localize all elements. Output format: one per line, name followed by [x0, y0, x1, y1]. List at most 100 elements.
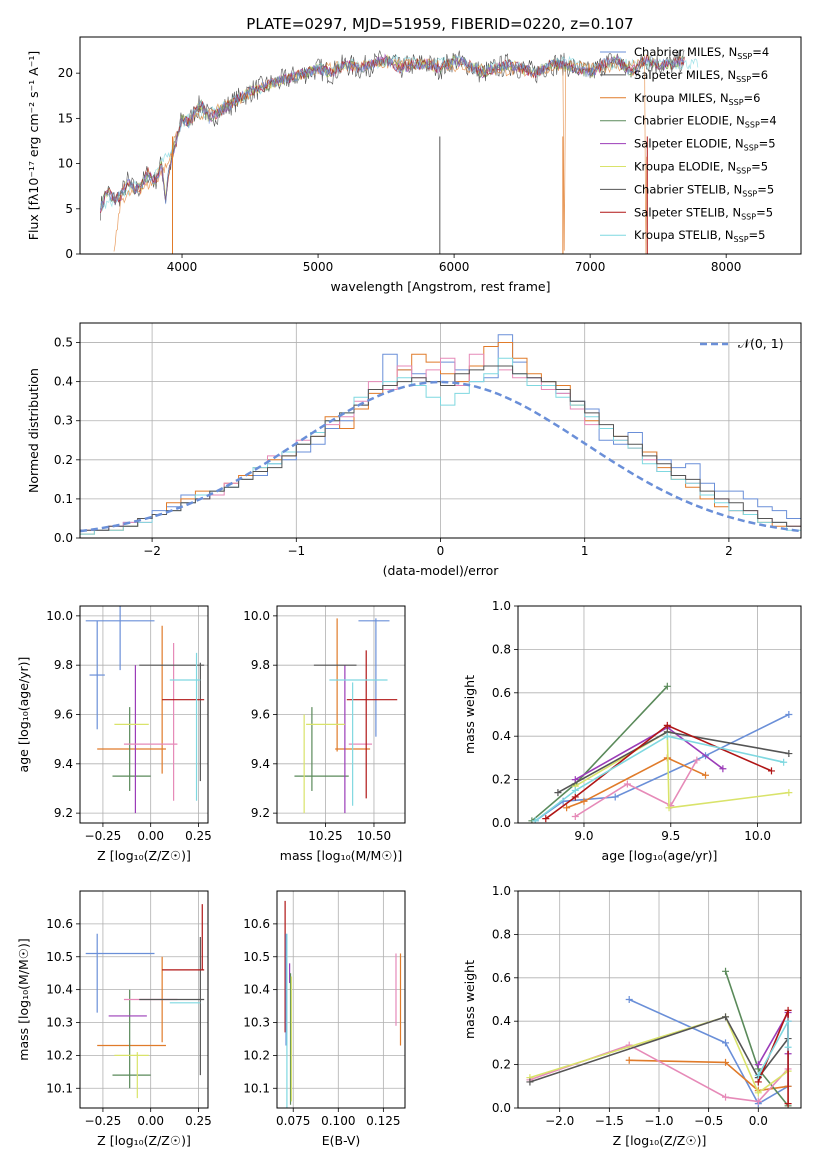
y-tick-label: 1.0 [492, 599, 511, 613]
plot-area-mass-vs-Z [85, 904, 205, 1099]
legend-label-sub: SSP [737, 52, 752, 61]
y-axis-label: mass weight [462, 960, 477, 1039]
data-point-marker [531, 817, 539, 823]
plot-area-age-vs-mass [294, 618, 398, 814]
data-point-marker [722, 1013, 730, 1021]
y-axis-label: Normed distribution [26, 368, 41, 493]
histogram-gray [80, 365, 801, 531]
y-tick-label: 0.0 [492, 1101, 511, 1115]
data-point-marker [526, 1078, 534, 1086]
legend-label: Kroupa MILES, NSSP=6 [634, 91, 760, 107]
data-point-marker [754, 1061, 762, 1069]
y-tick-label: 0.3 [54, 414, 73, 428]
x-tick-label: 0.0 [749, 1114, 768, 1128]
x-tick-label: 0.125 [366, 1114, 400, 1128]
x-tick-label: −1.0 [644, 1114, 673, 1128]
y-tick-label: 10.0 [243, 609, 270, 623]
y-tick-label: 10.3 [243, 1016, 270, 1030]
axes-frame [79, 890, 209, 1109]
data-point-marker [784, 1100, 792, 1108]
panel-weight-vs-Z: −2.0 −1.5 −1.0 −0.5 0.0 0.0 0.2 0.4 0.6 0.8 1.0 Z [… [462, 884, 802, 1148]
data-point-marker [663, 682, 671, 690]
x-tick-label: 10.0 [744, 829, 771, 843]
legend-label: Salpeter STELIB, NSSP=5 [634, 205, 773, 221]
data-point-marker [785, 750, 793, 758]
y-tick-label: 15 [58, 111, 73, 125]
x-tick-label: −1 [287, 544, 305, 558]
data-point-marker [571, 793, 579, 801]
y-tick-label: 10.5 [243, 950, 270, 964]
y-tick-label: 0.1 [54, 492, 73, 506]
data-point-marker [784, 1017, 792, 1025]
x-tick-label: −0.25 [85, 829, 122, 843]
panel-spectrum: 4000 5000 6000 7000 8000 0 5 10 15 20 wavelength [… [26, 36, 802, 294]
x-tick-label: −2 [143, 544, 161, 558]
x-axis-label: E(B-V) [322, 1133, 361, 1148]
legend-label: Chabrier MILES, NSSP=4 [634, 45, 769, 61]
legend-label-tail: =5 [759, 137, 776, 151]
legend-label-text: Chabrier ELODIE, N [634, 114, 745, 128]
x-tick-label: 0.00 [137, 829, 164, 843]
legend-label: Kroupa ELODIE, NSSP=5 [634, 160, 768, 176]
x-tick-label: 2 [725, 544, 733, 558]
data-point-marker [625, 1056, 633, 1064]
y-tick-label: 9.8 [251, 658, 270, 672]
y-tick-label: 5 [65, 202, 73, 216]
y-tick-label: 10.5 [46, 950, 73, 964]
axes-frame [517, 605, 802, 824]
legend-label: Salpeter ELODIE, NSSP=5 [634, 137, 776, 153]
y-tick-label: 0.2 [54, 453, 73, 467]
y-tick-label: 1.0 [492, 884, 511, 898]
y-tick-label: 0 [65, 247, 73, 261]
legend-label-sub: SSP [736, 167, 751, 176]
y-tick-label: 0.2 [492, 773, 511, 787]
y-tick-label: 9.2 [54, 806, 73, 820]
x-tick-label: −0.5 [694, 1114, 723, 1128]
legend-label-sub: SSP [734, 235, 749, 244]
y-axis-label: mass [log₁₀(M/M☉)] [16, 938, 31, 1060]
legend-label-text: Chabrier STELIB, N [634, 182, 742, 196]
y-tick-label: 10.6 [243, 917, 270, 931]
data-point-marker [784, 1043, 792, 1051]
y-tick-label: 10.3 [46, 1016, 73, 1030]
legend-label: Chabrier ELODIE, NSSP=4 [634, 114, 777, 130]
y-tick-label: 10.2 [46, 1048, 73, 1062]
y-tick-label: 0.4 [492, 1014, 511, 1028]
x-axis-label: age [log₁₀(age/yr)] [602, 848, 718, 863]
legend-label-text: Kroupa ELODIE, N [634, 160, 736, 174]
figure-title: PLATE=0297, MJD=51959, FIBERID=0220, z=0… [246, 15, 633, 33]
y-axis-label: Flux [fλ10⁻¹⁷ erg cm⁻² s⁻¹ A⁻¹] [26, 51, 41, 240]
x-tick-label: −2.0 [545, 1114, 574, 1128]
data-point-marker [754, 1078, 762, 1086]
axes-frame [79, 36, 802, 255]
spectrum-line-red [100, 54, 685, 214]
panel-residuals: −2 −1 0 1 2 0.0 0.1 0.2 0.3 0.4 0.5 (data-model)/er… [26, 322, 802, 578]
y-tick-label: 0.5 [54, 336, 73, 350]
y-tick-label: 10.2 [243, 1048, 270, 1062]
plot-area-weight-vs-age [528, 682, 793, 823]
data-point-marker [693, 756, 701, 764]
y-tick-label: 10.4 [46, 983, 73, 997]
y-tick-label: 10.0 [46, 609, 73, 623]
data-point-marker [571, 812, 579, 820]
legend-label: Salpeter MILES, NSSP=6 [634, 68, 768, 84]
x-tick-label: −0.25 [85, 1114, 122, 1128]
data-point-marker [542, 815, 550, 823]
legend-label-text: Chabrier MILES, N [634, 45, 737, 59]
x-tick-label: 9.5 [661, 829, 680, 843]
panel-age-vs-mass: 10.25 10.50 9.2 9.4 9.6 9.8 10.0 mass [log₁₀(M/… [243, 605, 406, 863]
y-tick-label: 0.4 [492, 729, 511, 743]
spectrum-line-purple [100, 53, 685, 213]
data-point-marker [767, 767, 775, 775]
data-point-marker [625, 996, 633, 1003]
y-tick-label: 9.6 [251, 708, 270, 722]
data-point-marker [785, 789, 793, 797]
legend-label-tail: =5 [749, 228, 766, 242]
panel-weight-vs-age: 9.0 9.5 10.0 0.0 0.2 0.4 0.6 0.8 1.0 age [log₁₀(a… [462, 599, 802, 863]
x-axis-label: wavelength [Angstrom, rest frame] [330, 279, 550, 294]
x-tick-label: 10.25 [308, 829, 342, 843]
data-point-marker [663, 721, 671, 729]
x-axis-label: Z [log₁₀(Z/Z☉)] [97, 848, 191, 863]
